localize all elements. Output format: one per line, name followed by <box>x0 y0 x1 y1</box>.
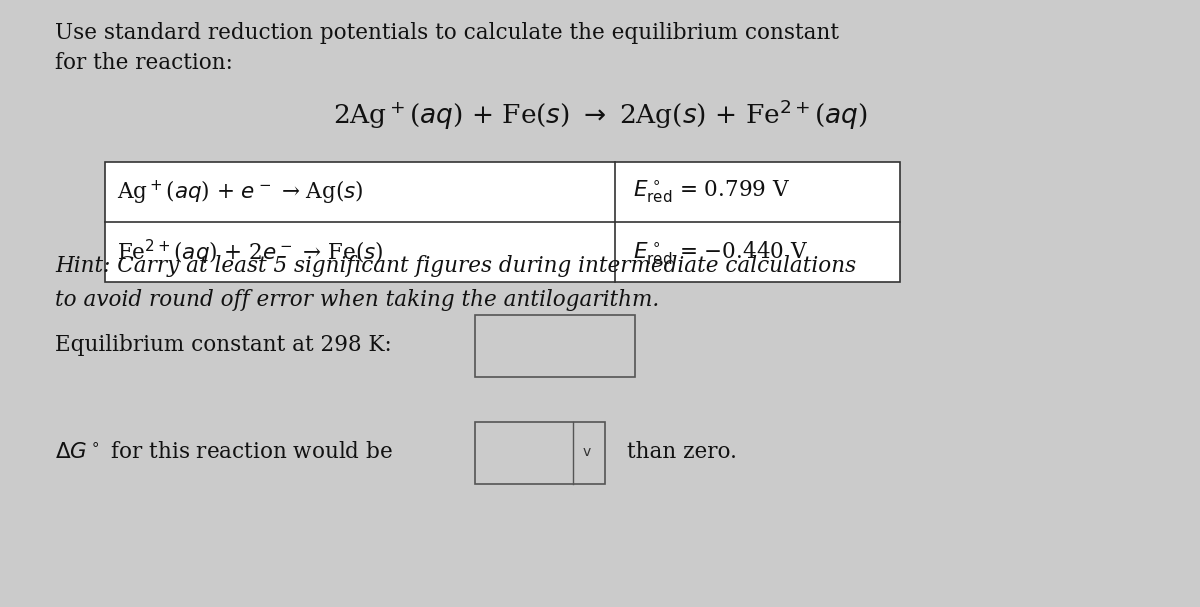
Text: v: v <box>583 445 592 459</box>
Text: $\Delta G^\circ$ for this reaction would be: $\Delta G^\circ$ for this reaction would… <box>55 441 392 463</box>
FancyBboxPatch shape <box>475 315 635 377</box>
Text: Equilibrium constant at 298 K:: Equilibrium constant at 298 K: <box>55 334 391 356</box>
Text: $E^\circ_{\mathrm{red}}$ = −0.440 V: $E^\circ_{\mathrm{red}}$ = −0.440 V <box>634 239 808 265</box>
Text: Hint: Carry at least 5 significant figures during intermediate calculations: Hint: Carry at least 5 significant figur… <box>55 255 856 277</box>
Text: than zero.: than zero. <box>628 441 737 463</box>
Text: 2Ag$^+$($aq$) + Fe($s$) $\rightarrow$ 2Ag($s$) + Fe$^{2+}$($aq$): 2Ag$^+$($aq$) + Fe($s$) $\rightarrow$ 2A… <box>332 97 868 132</box>
FancyBboxPatch shape <box>106 162 900 282</box>
Text: Use standard reduction potentials to calculate the equilibrium constant: Use standard reduction potentials to cal… <box>55 22 839 44</box>
Text: $E^\circ_{\mathrm{red}}$ = 0.799 V: $E^\circ_{\mathrm{red}}$ = 0.799 V <box>634 179 790 205</box>
FancyBboxPatch shape <box>475 422 605 484</box>
Text: Ag$^+$($aq$) + $e^-$ → Ag($s$): Ag$^+$($aq$) + $e^-$ → Ag($s$) <box>118 178 364 206</box>
Text: to avoid round off error when taking the antilogarithm.: to avoid round off error when taking the… <box>55 289 659 311</box>
Text: for the reaction:: for the reaction: <box>55 52 233 74</box>
Text: Fe$^{2+}$($aq$) + 2$e^-$ → Fe($s$): Fe$^{2+}$($aq$) + 2$e^-$ → Fe($s$) <box>118 237 384 266</box>
